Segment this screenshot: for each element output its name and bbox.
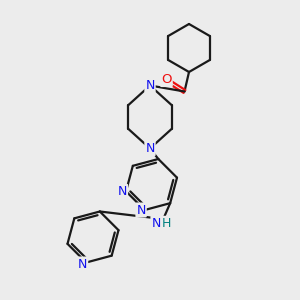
Text: N: N [145, 79, 155, 92]
Text: N: N [136, 203, 146, 217]
Text: N: N [118, 185, 127, 198]
Text: N: N [145, 142, 155, 155]
Text: O: O [161, 73, 172, 86]
Text: N: N [152, 217, 161, 230]
Text: H: H [162, 217, 171, 230]
Text: N: N [78, 257, 87, 271]
